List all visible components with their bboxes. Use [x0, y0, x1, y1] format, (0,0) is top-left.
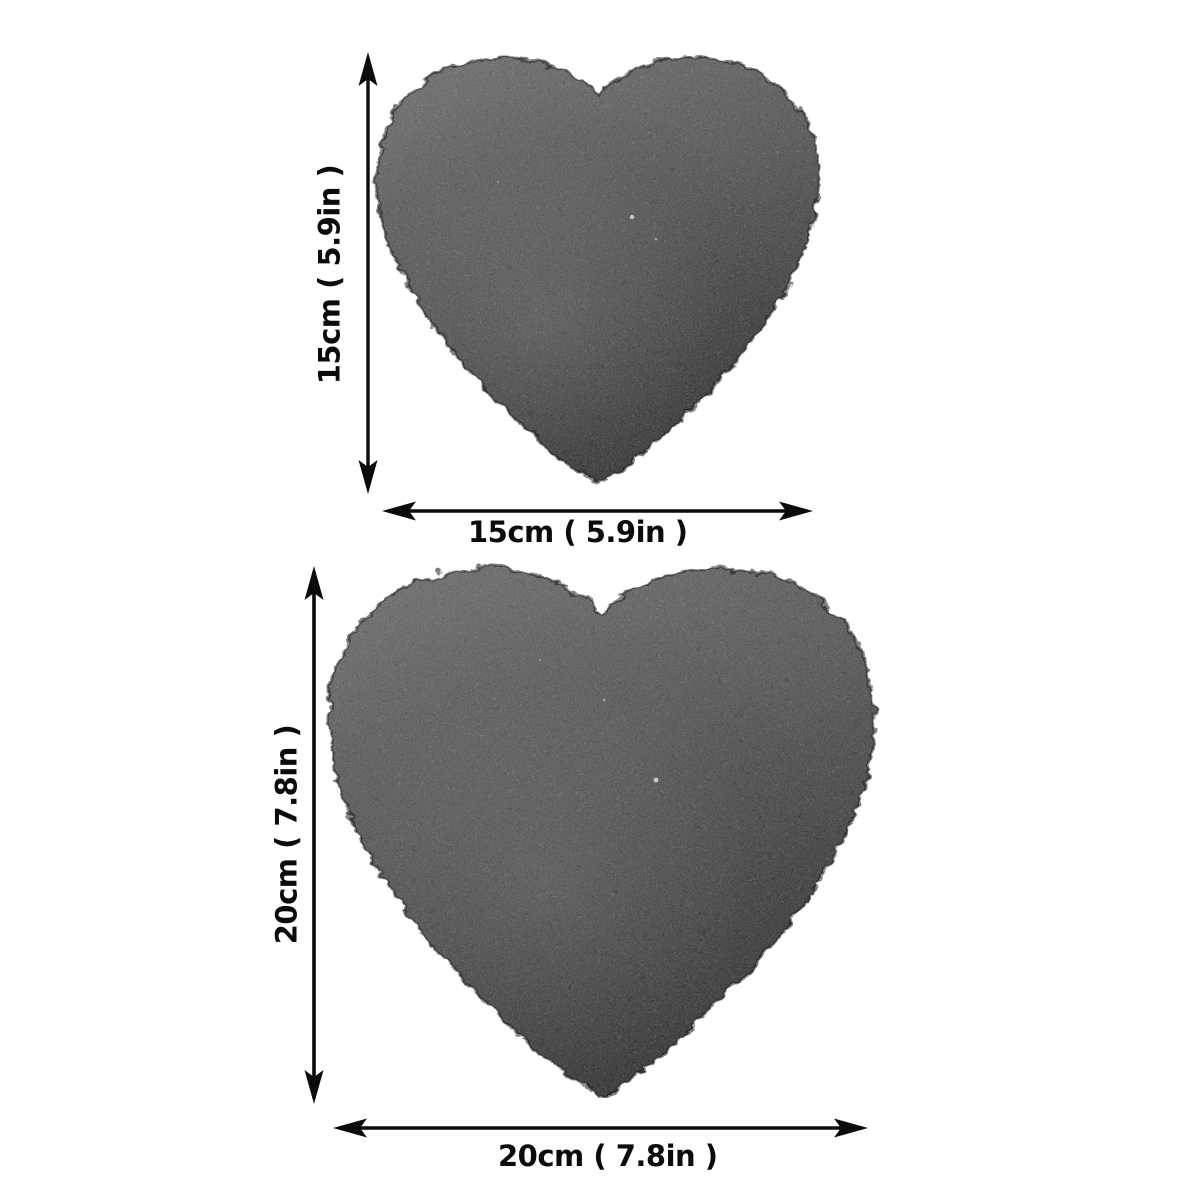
dimension-arrow-large-width	[333, 1118, 868, 1138]
dimension-arrow-large-height	[304, 566, 324, 1104]
dimension-label-small-height: 15cm ( 5.9in )	[312, 164, 347, 385]
dimension-label-small-width: 15cm ( 5.9in )	[468, 515, 688, 549]
product-small-heart	[375, 56, 821, 484]
dimension-label-large-height: 20cm ( 7.8in )	[269, 724, 304, 945]
product-large-heart	[327, 567, 877, 1098]
dimension-arrow-small-height	[358, 52, 378, 494]
dimension-arrow-small-width	[382, 501, 813, 521]
dimension-label-large-width: 20cm ( 7.8in )	[498, 1139, 718, 1173]
